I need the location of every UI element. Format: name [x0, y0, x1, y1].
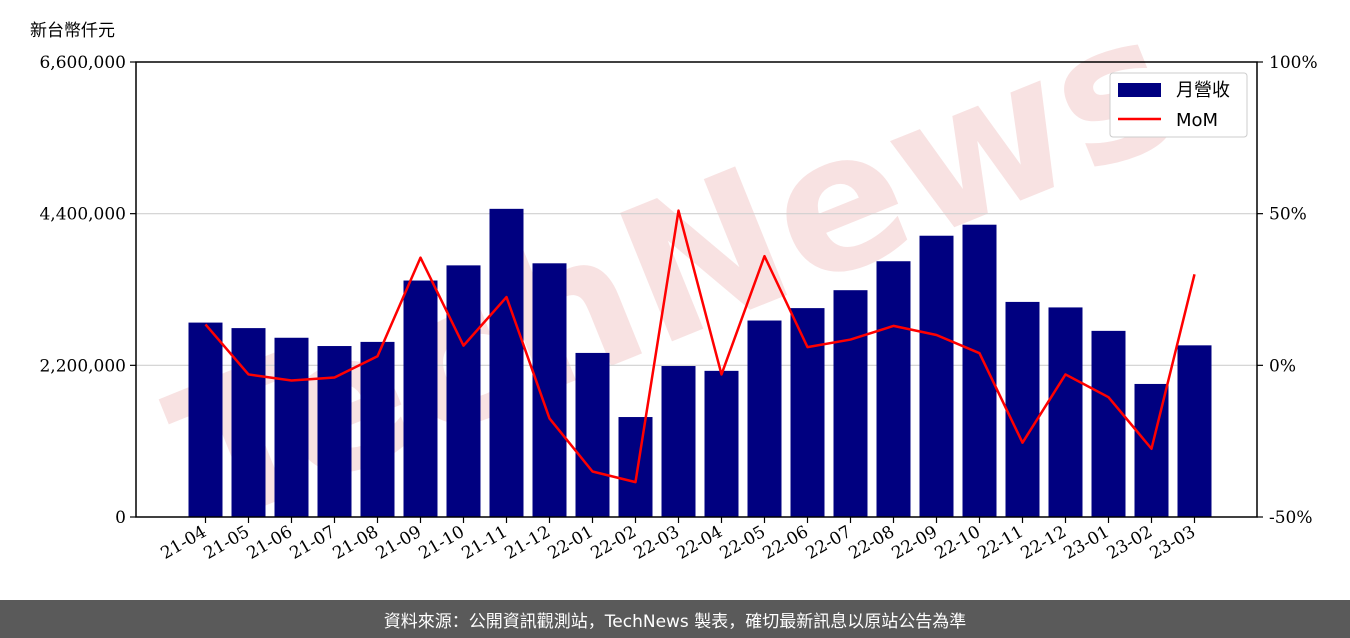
x-tick-label-22-02: 22-02 — [588, 522, 640, 564]
bar-22-11 — [1005, 301, 1040, 517]
x-tick-label-21-10: 21-10 — [416, 522, 468, 564]
x-tick-label-22-03: 22-03 — [631, 522, 683, 564]
bar-22-01 — [575, 352, 610, 517]
x-tick-label-21-08: 21-08 — [330, 522, 382, 564]
chart-area: TechNews 0 2,200,000 4,400,000 6,600,000 -50%… — [39, 0, 1318, 570]
x-tick-label-23-01: 23-01 — [1061, 522, 1113, 564]
x-tick-label-22-08: 22-08 — [846, 522, 898, 564]
right-tick-label: -50% — [1269, 508, 1313, 528]
bar-22-06 — [790, 308, 825, 517]
bar-22-10 — [962, 224, 997, 518]
right-tick-label: 100% — [1269, 53, 1318, 73]
left-tick-label: 0 — [115, 508, 126, 528]
bar-21-10 — [446, 265, 481, 517]
bar-22-09 — [919, 235, 954, 517]
bar-21-08 — [360, 341, 395, 517]
source-footer: 資料來源：公開資訊觀測站，TechNews 製表，確切最新訊息以原站公告為準 — [0, 600, 1350, 638]
x-tick-label-22-07: 22-07 — [803, 522, 855, 564]
x-tick-label-22-04: 22-04 — [674, 522, 726, 564]
bar-21-04 — [188, 322, 223, 517]
x-tick-label-22-11: 22-11 — [975, 522, 1027, 564]
plot-frame — [135, 61, 1258, 518]
x-tick-label-23-03: 23-03 — [1147, 522, 1199, 564]
bar-22-04 — [704, 370, 739, 517]
y-axis-unit-label: 新台幣仟元 — [30, 21, 115, 41]
legend-swatch-bar — [1118, 83, 1161, 97]
bar-23-01 — [1091, 330, 1126, 517]
left-tick-label: 2,200,000 — [39, 356, 126, 376]
right-tick-label: 50% — [1269, 205, 1307, 225]
bar-22-12 — [1048, 307, 1083, 517]
left-tick-label: 4,400,000 — [39, 205, 126, 225]
x-tick-label-22-05: 22-05 — [717, 522, 769, 564]
bar-21-09 — [403, 280, 438, 517]
mom-line — [204, 209, 1196, 484]
bar-22-07 — [833, 290, 868, 517]
left-tick-label: 6,600,000 — [39, 53, 126, 73]
bar-21-11 — [489, 208, 524, 517]
bar-23-03 — [1177, 345, 1212, 517]
bar-22-05 — [747, 320, 782, 517]
legend-label-line: MoM — [1176, 110, 1218, 131]
bar-22-03 — [661, 366, 696, 517]
x-tick-label-22-09: 22-09 — [889, 522, 941, 564]
x-tick-label-22-10: 22-10 — [932, 522, 984, 564]
bar-21-06 — [274, 337, 309, 517]
bar-21-05 — [231, 328, 266, 517]
x-tick-label-23-02: 23-02 — [1104, 522, 1156, 564]
x-tick-label-22-01: 22-01 — [545, 522, 597, 564]
x-tick-label-21-04: 21-04 — [158, 522, 210, 564]
bar-21-12 — [532, 263, 567, 517]
x-tick-label-21-11: 21-11 — [459, 522, 511, 564]
x-tick-label-22-12: 22-12 — [1018, 522, 1070, 564]
bar-21-07 — [317, 346, 352, 517]
footer-text: 資料來源：公開資訊觀測站，TechNews 製表，確切最新訊息以原站公告為準 — [383, 611, 967, 632]
bar-22-08 — [876, 261, 911, 517]
right-tick-label: 0% — [1269, 356, 1296, 376]
x-tick-label-21-09: 21-09 — [373, 522, 425, 564]
x-tick-label-22-06: 22-06 — [760, 522, 812, 564]
x-tick-label-21-12: 21-12 — [502, 522, 554, 564]
legend-label-bar: 月營收 — [1176, 80, 1230, 101]
bar-22-02 — [618, 417, 653, 517]
combo-chart: TechNews02,200,0004,400,0006,600,000-50%… — [39, 0, 1318, 570]
